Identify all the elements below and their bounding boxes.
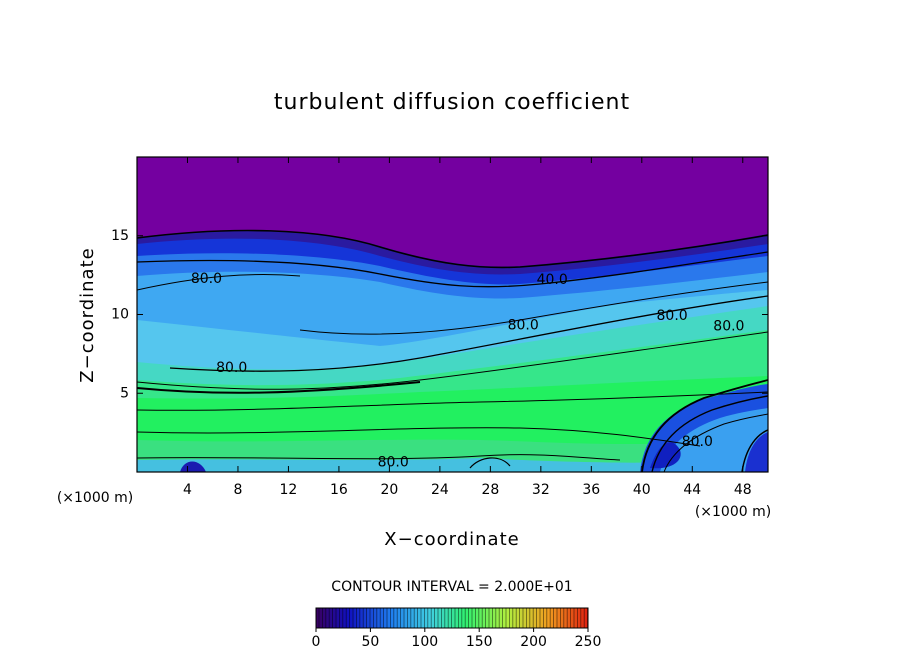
x-tick-label: 32 [532, 482, 550, 498]
colorbar-tick-label: 100 [411, 634, 438, 650]
contour-label: 80.0 [682, 434, 713, 450]
contour-label: 80.0 [713, 318, 744, 334]
contour-label: 80.0 [216, 360, 247, 376]
contour-label: 80.0 [191, 271, 222, 287]
colorbar-tick-label: 200 [520, 634, 547, 650]
x-tick-label: 24 [431, 482, 449, 498]
contour-labels: 80.0 40.0 80.0 80.0 80.0 80.0 80.0 80.0 [191, 271, 745, 470]
x-unit-label: (×1000 m) [695, 504, 771, 520]
contour-label: 80.0 [657, 308, 688, 324]
x-tick-label: 40 [633, 482, 651, 498]
y-axis-label: Z−coordinate [77, 247, 98, 382]
colorbar-tick-label: 50 [361, 634, 379, 650]
x-tick-label: 36 [582, 482, 600, 498]
contour-label: 80.0 [378, 455, 409, 471]
y-tick-label: 5 [120, 385, 129, 401]
x-tick-label: 4 [183, 482, 192, 498]
x-axis-label: X−coordinate [384, 529, 519, 550]
contour-label: 40.0 [537, 272, 568, 288]
y-tick-label: 10 [111, 307, 129, 323]
contour-interval: CONTOUR INTERVAL = 2.000E+01 [331, 579, 572, 595]
x-tick-label: 16 [330, 482, 348, 498]
x-tick-label: 28 [481, 482, 499, 498]
colorbar-tick-label: 150 [466, 634, 493, 650]
x-tick-label: 44 [683, 482, 701, 498]
x-tick-label: 48 [734, 482, 752, 498]
x-tick-label: 20 [380, 482, 398, 498]
x-tick-label: 8 [233, 482, 242, 498]
x-tick-label: 12 [280, 482, 298, 498]
contour-field [137, 157, 768, 472]
y-tick-label: 15 [111, 228, 129, 244]
colorbar-tick-label: 0 [312, 634, 321, 650]
chart-title: turbulent diffusion coefficient [274, 90, 630, 115]
colorbar-tick-label: 250 [575, 634, 602, 650]
colorbar-stripes [318, 608, 588, 628]
contour-label: 80.0 [508, 318, 539, 334]
x-unit-label: (×1000 m) [57, 490, 133, 506]
colorbar-frame [315, 607, 589, 629]
